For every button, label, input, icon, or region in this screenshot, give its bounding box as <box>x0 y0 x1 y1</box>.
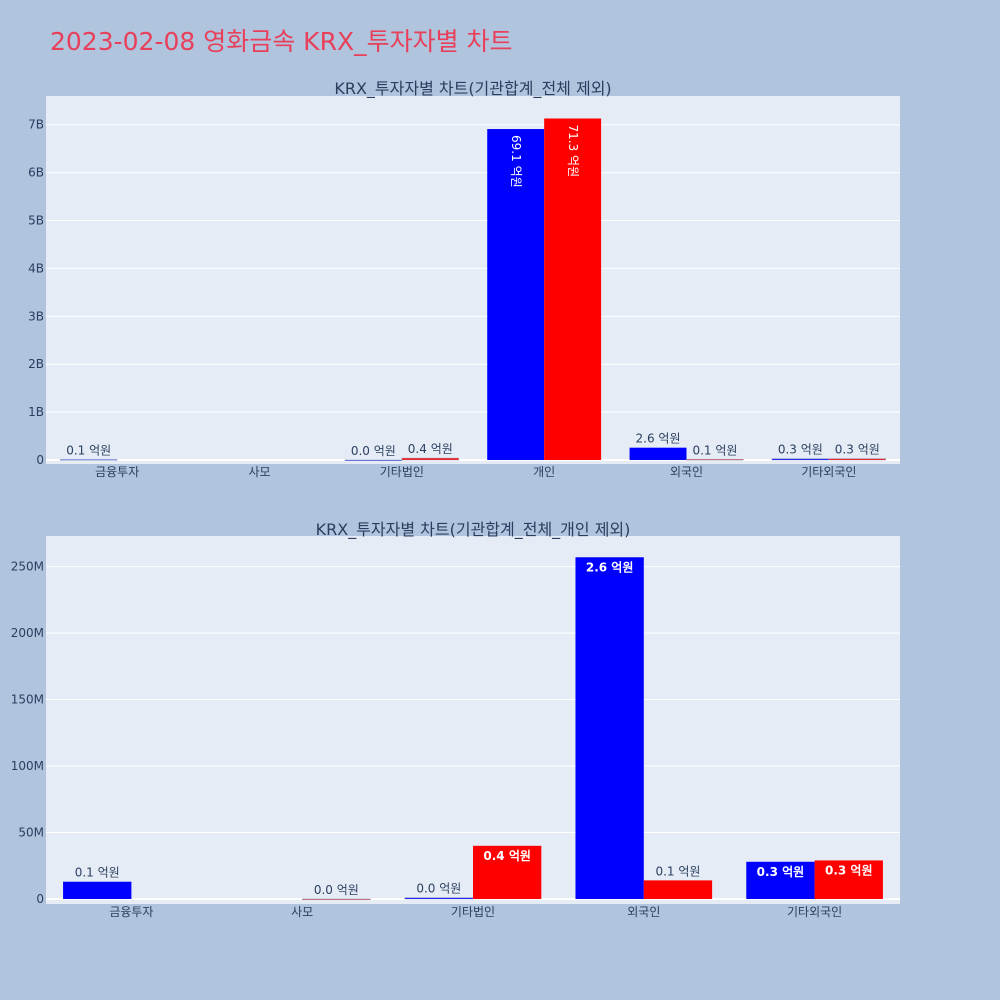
x-tick-label: 외국인 <box>627 905 660 919</box>
data-label: 0.1 억원 <box>66 444 111 458</box>
x-tick-label: 외국인 <box>670 465 703 479</box>
bar-a <box>404 897 474 900</box>
y-tick-label: 250M <box>11 560 44 574</box>
data-label: 0.4 억원 <box>408 442 453 456</box>
data-label: 0.3 억원 <box>825 863 873 877</box>
x-tick-label: 사모 <box>291 905 313 919</box>
bar-b <box>301 898 371 900</box>
y-tick-label: 7B <box>28 118 44 132</box>
y-tick-label: 5B <box>28 214 44 228</box>
bar-b <box>643 880 713 899</box>
y-tick-label: 100M <box>11 759 44 773</box>
data-label: 69.1 억원 <box>509 135 523 188</box>
bar-a <box>575 557 644 899</box>
data-label: 0.3 억원 <box>778 443 823 457</box>
x-tick-label: 기타외국인 <box>787 905 842 919</box>
bar-a <box>629 447 687 460</box>
bar-b <box>828 458 887 461</box>
y-tick-label: 0 <box>36 453 44 467</box>
data-label: 0.1 억원 <box>655 864 700 878</box>
y-tick-label: 4B <box>28 261 44 275</box>
plot-area-1 <box>46 96 900 464</box>
bar-a <box>771 458 830 461</box>
data-label: 2.6 억원 <box>636 432 681 446</box>
y-tick-label: 0 <box>36 892 44 906</box>
bar-b <box>686 459 744 461</box>
data-label: 2.6 억원 <box>586 560 634 574</box>
data-label: 0.0 억원 <box>351 444 396 458</box>
y-tick-label: 1B <box>28 405 44 419</box>
bar-a <box>59 459 118 461</box>
data-label: 0.0 억원 <box>416 882 461 896</box>
x-tick-label: 기타법인 <box>451 905 495 919</box>
y-tick-label: 150M <box>11 693 44 707</box>
y-tick-label: 6B <box>28 166 44 180</box>
bar-a <box>746 861 815 899</box>
chart-title-1: KRX_투자자별 차트(기관합계_전체 제외) <box>334 79 611 99</box>
x-tick-label: 금융투자 <box>95 465 139 479</box>
bar-b <box>401 457 460 461</box>
y-tick-label: 50M <box>18 826 44 840</box>
x-tick-label: 개인 <box>533 465 555 479</box>
x-tick-label: 금융투자 <box>109 905 153 919</box>
x-tick-label: 기타외국인 <box>801 465 856 479</box>
data-label: 0.3 억원 <box>757 865 805 879</box>
bar-b <box>473 845 542 899</box>
data-label: 0.4 억원 <box>483 849 531 863</box>
bar-a <box>344 459 403 461</box>
data-label: 0.1 억원 <box>75 866 120 880</box>
data-label: 0.3 억원 <box>835 443 880 457</box>
bar-a <box>63 881 132 899</box>
bar-b <box>814 860 883 899</box>
data-label: 71.3 억원 <box>566 125 580 178</box>
data-label: 0.0 억원 <box>314 883 359 897</box>
y-tick-label: 200M <box>11 626 44 640</box>
y-tick-label: 3B <box>28 309 44 323</box>
bar-b <box>544 118 602 460</box>
bar-a <box>487 129 545 460</box>
main-title: 2023-02-08 영화금속 KRX_투자자별 차트 <box>50 27 513 56</box>
x-tick-label: 기타법인 <box>380 465 424 479</box>
y-tick-label: 2B <box>28 357 44 371</box>
plot-area-2 <box>46 536 900 904</box>
data-label: 0.1 억원 <box>692 443 737 457</box>
chart-title-2: KRX_투자자별 차트(기관합계_전체_개인 제외) <box>316 520 631 540</box>
x-tick-label: 사모 <box>248 465 270 479</box>
